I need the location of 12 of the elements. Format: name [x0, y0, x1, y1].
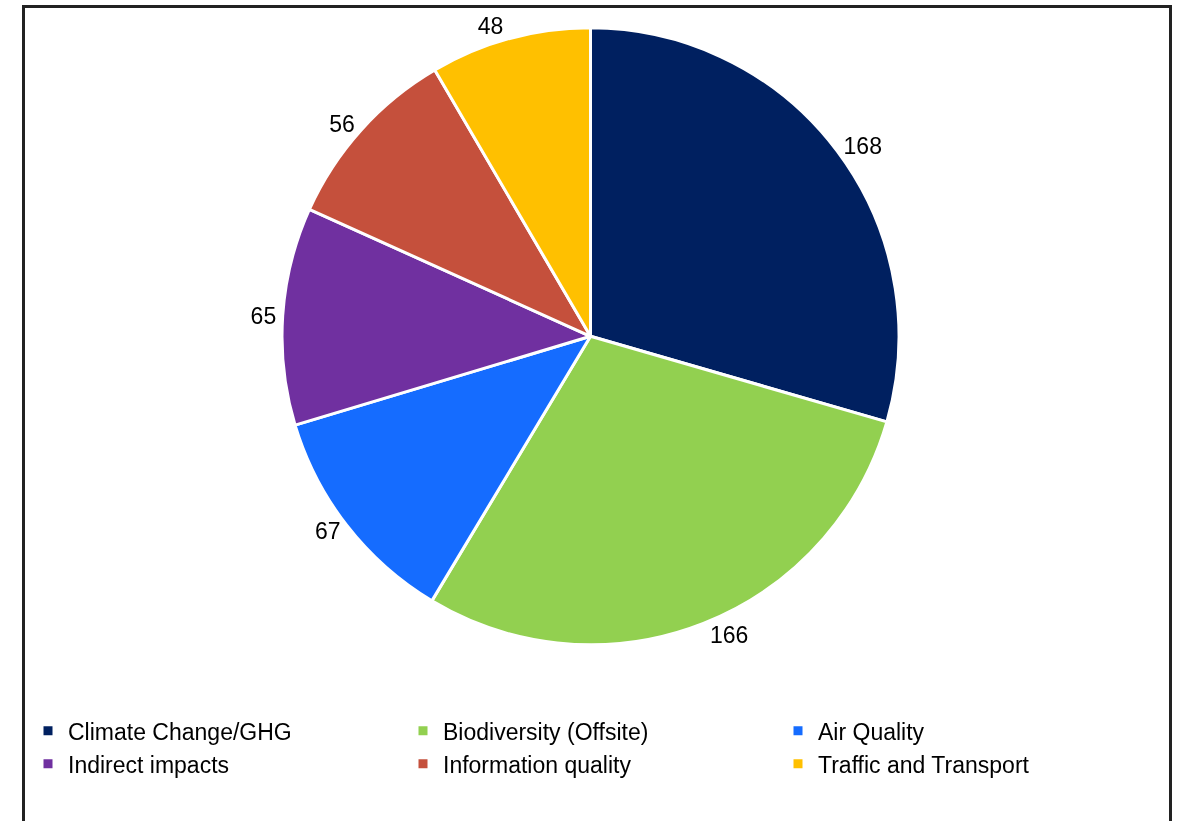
legend-label: Indirect impacts: [68, 751, 230, 778]
legend-label: Biodiversity (Offsite): [443, 718, 649, 745]
data-label: 65: [250, 302, 277, 329]
legend-label: Information quality: [443, 751, 632, 778]
legend-label: Climate Change/GHG: [68, 718, 292, 745]
data-label: 67: [314, 517, 341, 544]
data-label: 166: [709, 621, 749, 648]
data-label: 56: [329, 111, 355, 138]
data-label: 48: [477, 13, 504, 40]
data-label: 168: [843, 133, 882, 160]
legend-label: Traffic and Transport: [818, 751, 1030, 778]
legend-label: Air Quality: [818, 718, 925, 745]
